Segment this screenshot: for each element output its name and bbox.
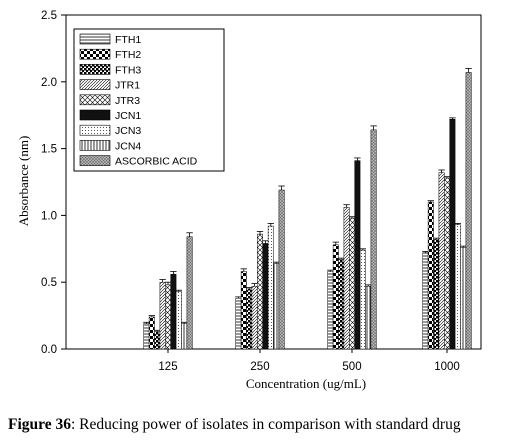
bar xyxy=(338,259,345,350)
bar xyxy=(427,201,434,350)
bar xyxy=(159,281,166,350)
legend-label: JCN1 xyxy=(115,110,141,122)
x-tick-label: 125 xyxy=(158,361,177,373)
bar xyxy=(422,252,429,350)
legend-label: FTH1 xyxy=(115,34,141,46)
figure-caption-text: : Reducing power of isolates in comparis… xyxy=(71,416,461,433)
bar xyxy=(186,236,193,350)
legend-label: FTH2 xyxy=(115,49,141,61)
bar xyxy=(278,189,285,350)
legend-swatch xyxy=(79,33,111,45)
x-tick-label: 250 xyxy=(250,361,269,373)
bar xyxy=(235,297,242,350)
legend-swatch xyxy=(79,79,111,90)
y-tick-label: 1.5 xyxy=(41,144,57,156)
bar xyxy=(251,285,258,350)
bar xyxy=(454,224,461,350)
legend-swatch xyxy=(79,64,111,75)
x-axis-title: Concentration (ug/mL) xyxy=(246,376,366,391)
bar xyxy=(143,323,150,350)
y-axis-title: Absorbance (nm) xyxy=(16,136,31,227)
legend-swatch xyxy=(79,94,111,106)
bar xyxy=(438,172,445,350)
legend-swatch xyxy=(79,124,111,136)
legend-swatch xyxy=(79,155,111,166)
plot-area: 0.0 0.5 1.0 1.5 2.0 2.5 125 250 500 1000 xyxy=(41,10,482,373)
y-tick-label: 2.0 xyxy=(41,77,57,89)
bar xyxy=(359,249,366,350)
x-tick-label: 500 xyxy=(342,361,361,373)
legend-label: FTH3 xyxy=(115,64,141,76)
y-tick-label: 2.5 xyxy=(41,10,57,22)
legend-label: ASCORBIC ACID xyxy=(115,156,198,168)
legend: FTH1 FTH2 FTH3 JTR1 JTR3 JCN1 JCN3 JCN4 ASCORBIC… xyxy=(73,28,225,172)
bar xyxy=(460,247,467,350)
bar xyxy=(365,285,372,350)
legend-label: JTR1 xyxy=(115,80,140,92)
bar xyxy=(433,239,440,350)
y-tick-label: 1.0 xyxy=(41,210,57,222)
bar xyxy=(465,72,472,350)
bar xyxy=(332,244,339,350)
bar xyxy=(246,288,253,350)
bar xyxy=(165,284,171,350)
legend-label: JCN3 xyxy=(115,125,141,137)
bar xyxy=(148,316,155,350)
bar xyxy=(349,217,355,350)
figure-caption: Figure 36: Reducing power of isolates in… xyxy=(8,416,523,434)
bar xyxy=(262,243,269,350)
bar xyxy=(240,271,247,350)
bar xyxy=(154,331,161,350)
bar xyxy=(267,225,274,350)
bar xyxy=(354,160,361,350)
bar xyxy=(175,291,182,350)
bar xyxy=(343,207,350,350)
legend-swatch xyxy=(79,48,111,60)
bar xyxy=(170,273,177,350)
x-tick-label: 1000 xyxy=(434,361,460,373)
figure-label: Figure 36 xyxy=(8,416,71,433)
bar xyxy=(273,263,280,350)
bar xyxy=(327,271,334,350)
legend-swatch xyxy=(79,109,111,121)
bar xyxy=(444,177,450,350)
legend-label: JCN4 xyxy=(115,140,141,152)
reducing-power-chart: 0.0 0.5 1.0 1.5 2.0 2.5 125 250 500 1000 FTH1 FTH2… xyxy=(16,10,482,391)
bar xyxy=(449,118,456,350)
y-tick-label: 0.5 xyxy=(41,277,57,289)
y-tick-label: 0.0 xyxy=(41,344,57,356)
bar xyxy=(257,233,263,350)
bar xyxy=(181,323,188,350)
legend-swatch xyxy=(79,140,111,151)
legend-label: JTR3 xyxy=(115,95,140,107)
bar xyxy=(370,129,377,350)
